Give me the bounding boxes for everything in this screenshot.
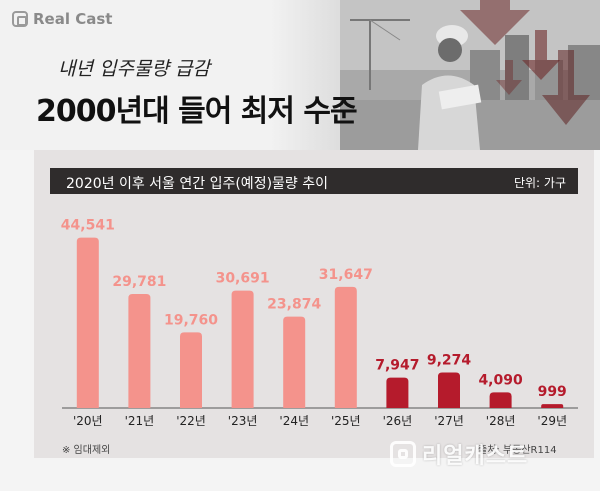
tick-label-1: '21년 — [125, 414, 155, 428]
bar-1 — [128, 294, 151, 408]
data-label-3: 30,691 — [216, 271, 270, 287]
data-label-0: 44,541 — [61, 218, 115, 234]
data-label-8: 4,090 — [478, 372, 523, 388]
data-label-7: 9,274 — [427, 353, 472, 369]
footnote: ※ 임대제외 — [62, 445, 111, 456]
bar-7 — [438, 372, 460, 408]
tick-label-2: '22년 — [176, 414, 206, 428]
data-label-9: 999 — [538, 384, 567, 400]
data-label-1: 29,781 — [112, 274, 166, 290]
bar-9 — [541, 404, 564, 408]
construction-photo — [340, 0, 600, 150]
source-note: 출처: 부동산R114 — [478, 445, 557, 456]
chart-header: 2020년 이후 서울 연간 입주(예정)물량 추이 단위: 가구 — [50, 168, 578, 194]
data-label-5: 31,647 — [319, 267, 373, 283]
bar-5 — [334, 286, 357, 408]
bar-8 — [489, 392, 512, 408]
hero-banner: Real Cast 내년 입주물량 급감 — [0, 0, 600, 150]
watermark: 리얼캐스트 — [390, 432, 590, 476]
brand-mark-icon — [12, 11, 28, 27]
data-label-4: 23,874 — [267, 297, 321, 313]
tick-label-6: '26년 — [383, 414, 413, 428]
bar-3 — [231, 290, 254, 408]
tick-label-8: '28년 — [486, 414, 516, 428]
bar-4 — [283, 316, 306, 408]
watermark-text: 리얼캐스트 — [422, 444, 529, 469]
brand-logo[interactable]: Real Cast — [12, 10, 112, 28]
brand-name: Real Cast — [33, 10, 113, 28]
tick-label-4: '24년 — [279, 414, 309, 428]
tick-label-9: '29년 — [537, 414, 567, 428]
chart-unit: 단위: 가구 — [513, 176, 566, 190]
data-label-6: 7,947 — [375, 358, 419, 374]
data-label-2: 19,760 — [164, 312, 218, 328]
tick-label-0: '20년 — [73, 414, 103, 428]
hero-subtitle: 내년 입주물량 급감 — [58, 58, 210, 80]
chart-title: 2020년 이후 서울 연간 입주(예정)물량 추이 — [66, 176, 329, 192]
hero-title: 2000년대 들어 최저 수준 — [36, 94, 358, 129]
bar-0 — [76, 237, 99, 408]
tick-label-7: '27년 — [434, 414, 464, 428]
watermark-logo-icon — [390, 441, 416, 467]
bar-2 — [180, 332, 202, 408]
bar-6 — [386, 377, 409, 408]
tick-label-5: '25년 — [331, 414, 361, 428]
tick-label-3: '23년 — [228, 414, 258, 428]
